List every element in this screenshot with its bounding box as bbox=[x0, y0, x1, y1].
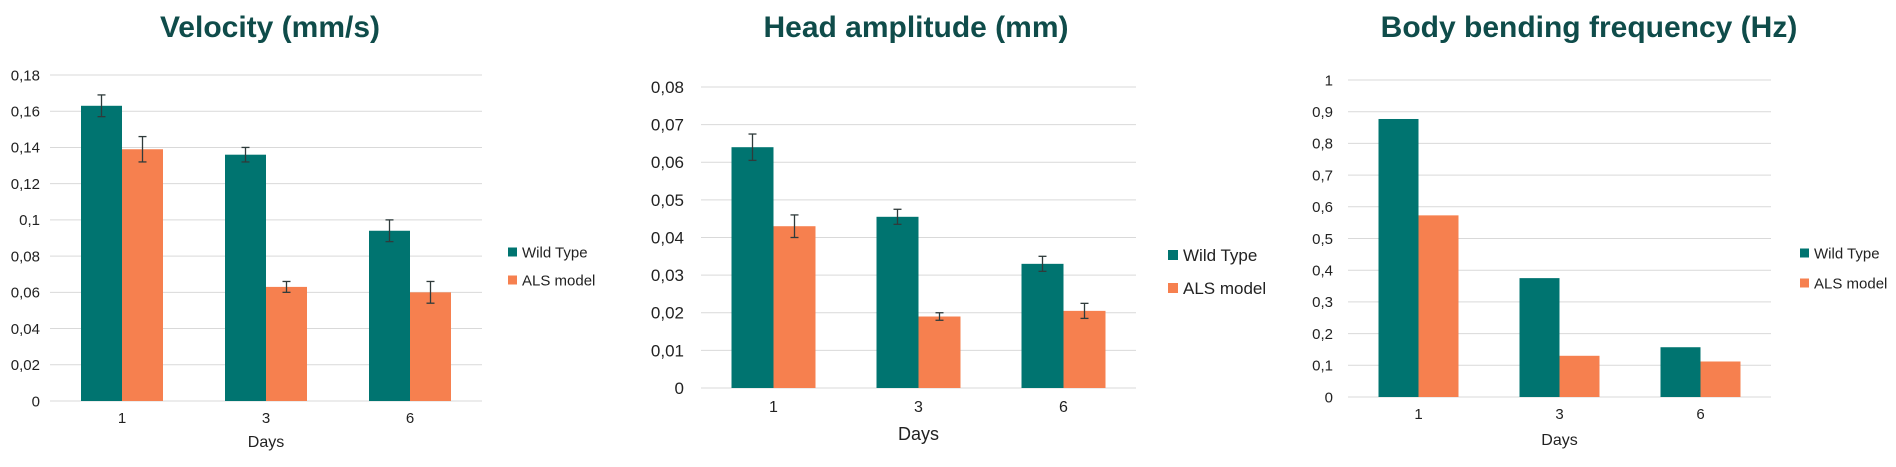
legend-swatch bbox=[508, 275, 517, 285]
legend-label: ALS model bbox=[522, 272, 595, 289]
bar-als-model-day-6 bbox=[410, 292, 451, 401]
y-tick-label: 0,7 bbox=[1312, 167, 1333, 184]
y-tick-label: 0,4 bbox=[1312, 262, 1333, 279]
x-tick-label: 1 bbox=[1414, 406, 1422, 423]
x-tick-label: 6 bbox=[1696, 406, 1704, 423]
y-tick-label: 0,05 bbox=[651, 191, 684, 210]
y-tick-label: 0,02 bbox=[651, 304, 684, 323]
y-tick-label: 0,06 bbox=[11, 285, 40, 302]
error-bar bbox=[1038, 255, 1047, 273]
y-tick-label: 0,1 bbox=[1312, 358, 1333, 375]
bar-wild-type-day-6 bbox=[369, 230, 410, 401]
x-tick-label: 6 bbox=[406, 410, 414, 427]
error-bar bbox=[426, 280, 435, 304]
y-tick-label: 0,16 bbox=[11, 103, 40, 120]
bar-wild-type-day-6 bbox=[1021, 263, 1064, 388]
legend-swatch bbox=[508, 247, 517, 257]
x-axis-label: Days bbox=[248, 434, 284, 451]
y-tick-label: 0 bbox=[675, 379, 684, 398]
y-tick-label: 0,07 bbox=[651, 116, 684, 135]
y-tick-label: 0,02 bbox=[11, 357, 40, 374]
chart-1: Velocity (mm/s) 0 0,02 0,04 0,06 0,08 0,1 0,12 0… bbox=[11, 11, 596, 451]
bar-wild-type-day-1 bbox=[1378, 118, 1419, 397]
error-bar bbox=[1080, 302, 1089, 320]
legend-swatch bbox=[1800, 278, 1809, 288]
legend-label: Wild Type bbox=[522, 244, 588, 261]
y-tick-label: 0,04 bbox=[651, 228, 684, 247]
error-bar bbox=[241, 146, 250, 163]
y-tick-label: 0,6 bbox=[1312, 199, 1333, 216]
bar-als-model-day-3 bbox=[1559, 355, 1600, 397]
y-tick-label: 0,18 bbox=[11, 67, 40, 84]
y-tick-label: 0,04 bbox=[11, 321, 40, 338]
error-bar bbox=[748, 133, 757, 162]
y-tick-label: 0 bbox=[32, 393, 40, 410]
x-tick-label: 1 bbox=[118, 410, 126, 427]
error-bar bbox=[97, 94, 106, 118]
error-bar bbox=[282, 280, 291, 293]
chart-3: Body bending frequency (Hz) 0 0,1 0,2 0,3 0,4… bbox=[1312, 11, 1887, 449]
x-tick-label: 1 bbox=[769, 399, 778, 416]
x-tick-label: 3 bbox=[262, 410, 270, 427]
chart-title: Velocity (mm/s) bbox=[160, 11, 380, 44]
x-tick-label: 3 bbox=[914, 399, 923, 416]
x-axis-label: Days bbox=[1541, 432, 1577, 449]
bar-wild-type-day-3 bbox=[1519, 278, 1560, 397]
y-tick-label: 0,12 bbox=[11, 176, 40, 193]
y-tick-label: 0,2 bbox=[1312, 326, 1333, 343]
bar-als-model-day-3 bbox=[266, 286, 307, 401]
bar-als-model-day-6 bbox=[1063, 310, 1106, 388]
legend: Wild Type ALS model bbox=[1800, 245, 1887, 292]
chart-title: Head amplitude (mm) bbox=[763, 11, 1068, 44]
legend: Wild Type ALS model bbox=[508, 244, 595, 289]
y-tick-label: 0,06 bbox=[651, 153, 684, 172]
legend-label: ALS model bbox=[1814, 275, 1887, 292]
bar-als-model-day-1 bbox=[1418, 215, 1459, 397]
y-tick-label: 1 bbox=[1325, 72, 1333, 89]
legend-label: ALS model bbox=[1183, 279, 1266, 298]
legend-label: Wild Type bbox=[1183, 246, 1257, 265]
bar-wild-type-day-3 bbox=[876, 216, 919, 388]
bar-als-model-day-1 bbox=[773, 226, 816, 388]
bar-wild-type-day-3 bbox=[225, 154, 266, 401]
y-tick-label: 0,08 bbox=[11, 248, 40, 265]
y-tick-label: 0,3 bbox=[1312, 294, 1333, 311]
bar-als-model-day-1 bbox=[122, 149, 163, 401]
error-bar bbox=[138, 135, 147, 163]
chart-title: Body bending frequency (Hz) bbox=[1381, 11, 1798, 44]
legend-label: Wild Type bbox=[1814, 245, 1880, 262]
y-tick-label: 0,5 bbox=[1312, 231, 1333, 248]
x-tick-label: 6 bbox=[1059, 399, 1068, 416]
error-bar bbox=[385, 219, 394, 243]
bar-wild-type-day-1 bbox=[731, 147, 774, 388]
y-tick-label: 0,1 bbox=[19, 212, 40, 229]
y-tick-label: 0,08 bbox=[651, 78, 684, 97]
y-tick-label: 0,03 bbox=[651, 266, 684, 285]
bar-als-model-day-6 bbox=[1700, 361, 1741, 397]
error-bar bbox=[935, 312, 944, 321]
x-tick-label: 3 bbox=[1555, 406, 1563, 423]
y-tick-label: 0,9 bbox=[1312, 104, 1333, 121]
chart-2: Head amplitude (mm) 0 0,01 0,02 0,03 0,04 0,05… bbox=[651, 11, 1266, 444]
error-bar bbox=[790, 214, 799, 239]
legend-swatch bbox=[1168, 250, 1178, 260]
bar-wild-type-day-6 bbox=[1660, 347, 1701, 397]
y-tick-label: 0,8 bbox=[1312, 136, 1333, 153]
error-bar bbox=[893, 208, 902, 225]
y-tick-label: 0,01 bbox=[651, 341, 684, 360]
bar-als-model-day-3 bbox=[918, 316, 961, 388]
legend-swatch bbox=[1168, 283, 1178, 293]
y-tick-label: 0 bbox=[1325, 389, 1333, 406]
x-axis-label: Days bbox=[898, 424, 939, 444]
legend-swatch bbox=[1800, 248, 1809, 258]
bar-wild-type-day-1 bbox=[81, 105, 122, 402]
y-tick-label: 0,14 bbox=[11, 140, 40, 157]
legend: Wild Type ALS model bbox=[1168, 246, 1266, 298]
